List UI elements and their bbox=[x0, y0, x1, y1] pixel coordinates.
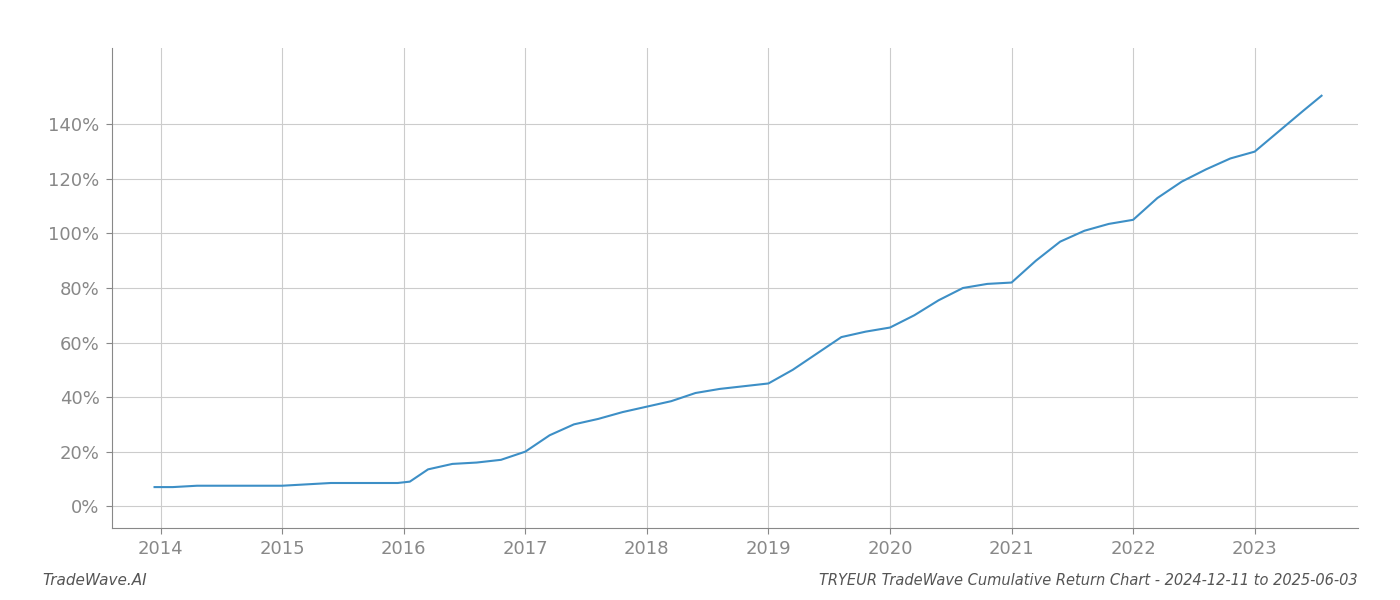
Text: TradeWave.AI: TradeWave.AI bbox=[42, 573, 147, 588]
Text: TRYEUR TradeWave Cumulative Return Chart - 2024-12-11 to 2025-06-03: TRYEUR TradeWave Cumulative Return Chart… bbox=[819, 573, 1358, 588]
